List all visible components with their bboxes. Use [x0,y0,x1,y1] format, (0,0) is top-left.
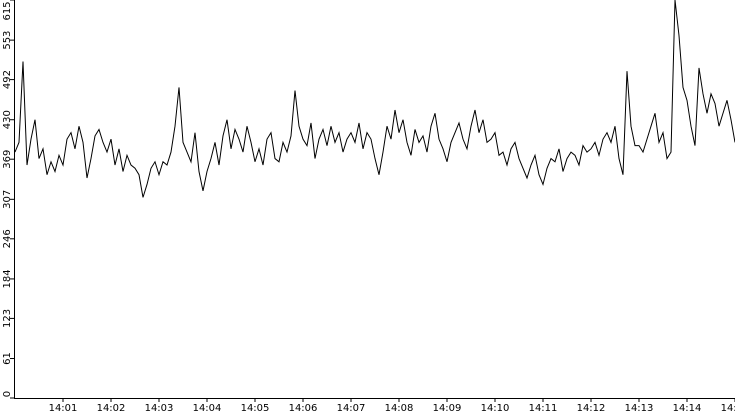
x-tick-label: 14:07 [337,403,366,414]
y-tick-label: 246 [2,229,13,248]
y-tick-label: 0 [2,391,13,397]
y-tick-label: 61 [2,352,13,365]
x-tick-label: 14:15 [721,403,735,414]
y-tick-label: 307 [2,190,13,209]
x-tick-label: 14:10 [481,403,510,414]
x-tick-label: 14:01 [49,403,78,414]
x-tick-label: 14:11 [529,403,558,414]
data-line [14,0,735,198]
y-tick-label: 430 [2,110,13,129]
x-tick-label: 14:09 [433,403,462,414]
x-tick-label: 14:12 [577,403,606,414]
x-tick-label: 14:13 [625,403,654,414]
y-tick-label: 369 [2,150,13,169]
y-tick-label: 123 [2,309,13,328]
x-tick-label: 14:03 [145,403,174,414]
y-tick-label: 553 [2,31,13,50]
x-tick-label: 14:04 [193,403,222,414]
x-tick-label: 14:06 [289,403,318,414]
x-tick-label: 14:05 [241,403,270,414]
x-tick-label: 14:02 [97,403,126,414]
x-tick-label: 14:08 [385,403,414,414]
y-tick-label: 492 [2,70,13,89]
y-tick-label: 184 [2,269,13,288]
x-tick-label: 14:14 [673,403,702,414]
y-tick-label: 615 [2,1,13,20]
